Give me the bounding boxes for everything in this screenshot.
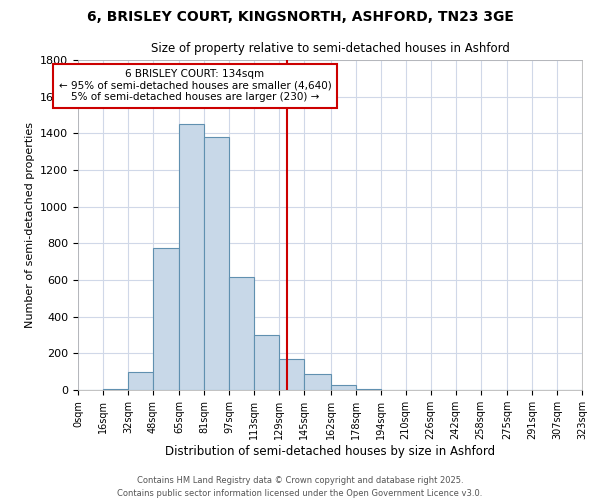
Text: 6 BRISLEY COURT: 134sqm
← 95% of semi-detached houses are smaller (4,640)
5% of : 6 BRISLEY COURT: 134sqm ← 95% of semi-de… bbox=[59, 69, 331, 102]
Bar bbox=[254, 335, 279, 390]
Bar bbox=[279, 359, 304, 390]
Text: 6, BRISLEY COURT, KINGSNORTH, ASHFORD, TN23 3GE: 6, BRISLEY COURT, KINGSNORTH, ASHFORD, T… bbox=[86, 10, 514, 24]
Bar bbox=[205, 137, 229, 390]
Bar bbox=[128, 372, 153, 390]
Bar bbox=[179, 124, 205, 390]
Bar bbox=[153, 248, 179, 390]
Title: Size of property relative to semi-detached houses in Ashford: Size of property relative to semi-detach… bbox=[151, 42, 509, 54]
Bar bbox=[356, 389, 381, 390]
Y-axis label: Number of semi-detached properties: Number of semi-detached properties bbox=[25, 122, 35, 328]
Bar bbox=[331, 384, 356, 390]
Text: Contains HM Land Registry data © Crown copyright and database right 2025.
Contai: Contains HM Land Registry data © Crown c… bbox=[118, 476, 482, 498]
Bar bbox=[229, 277, 254, 390]
X-axis label: Distribution of semi-detached houses by size in Ashford: Distribution of semi-detached houses by … bbox=[165, 445, 495, 458]
Bar bbox=[304, 374, 331, 390]
Bar bbox=[103, 389, 128, 390]
